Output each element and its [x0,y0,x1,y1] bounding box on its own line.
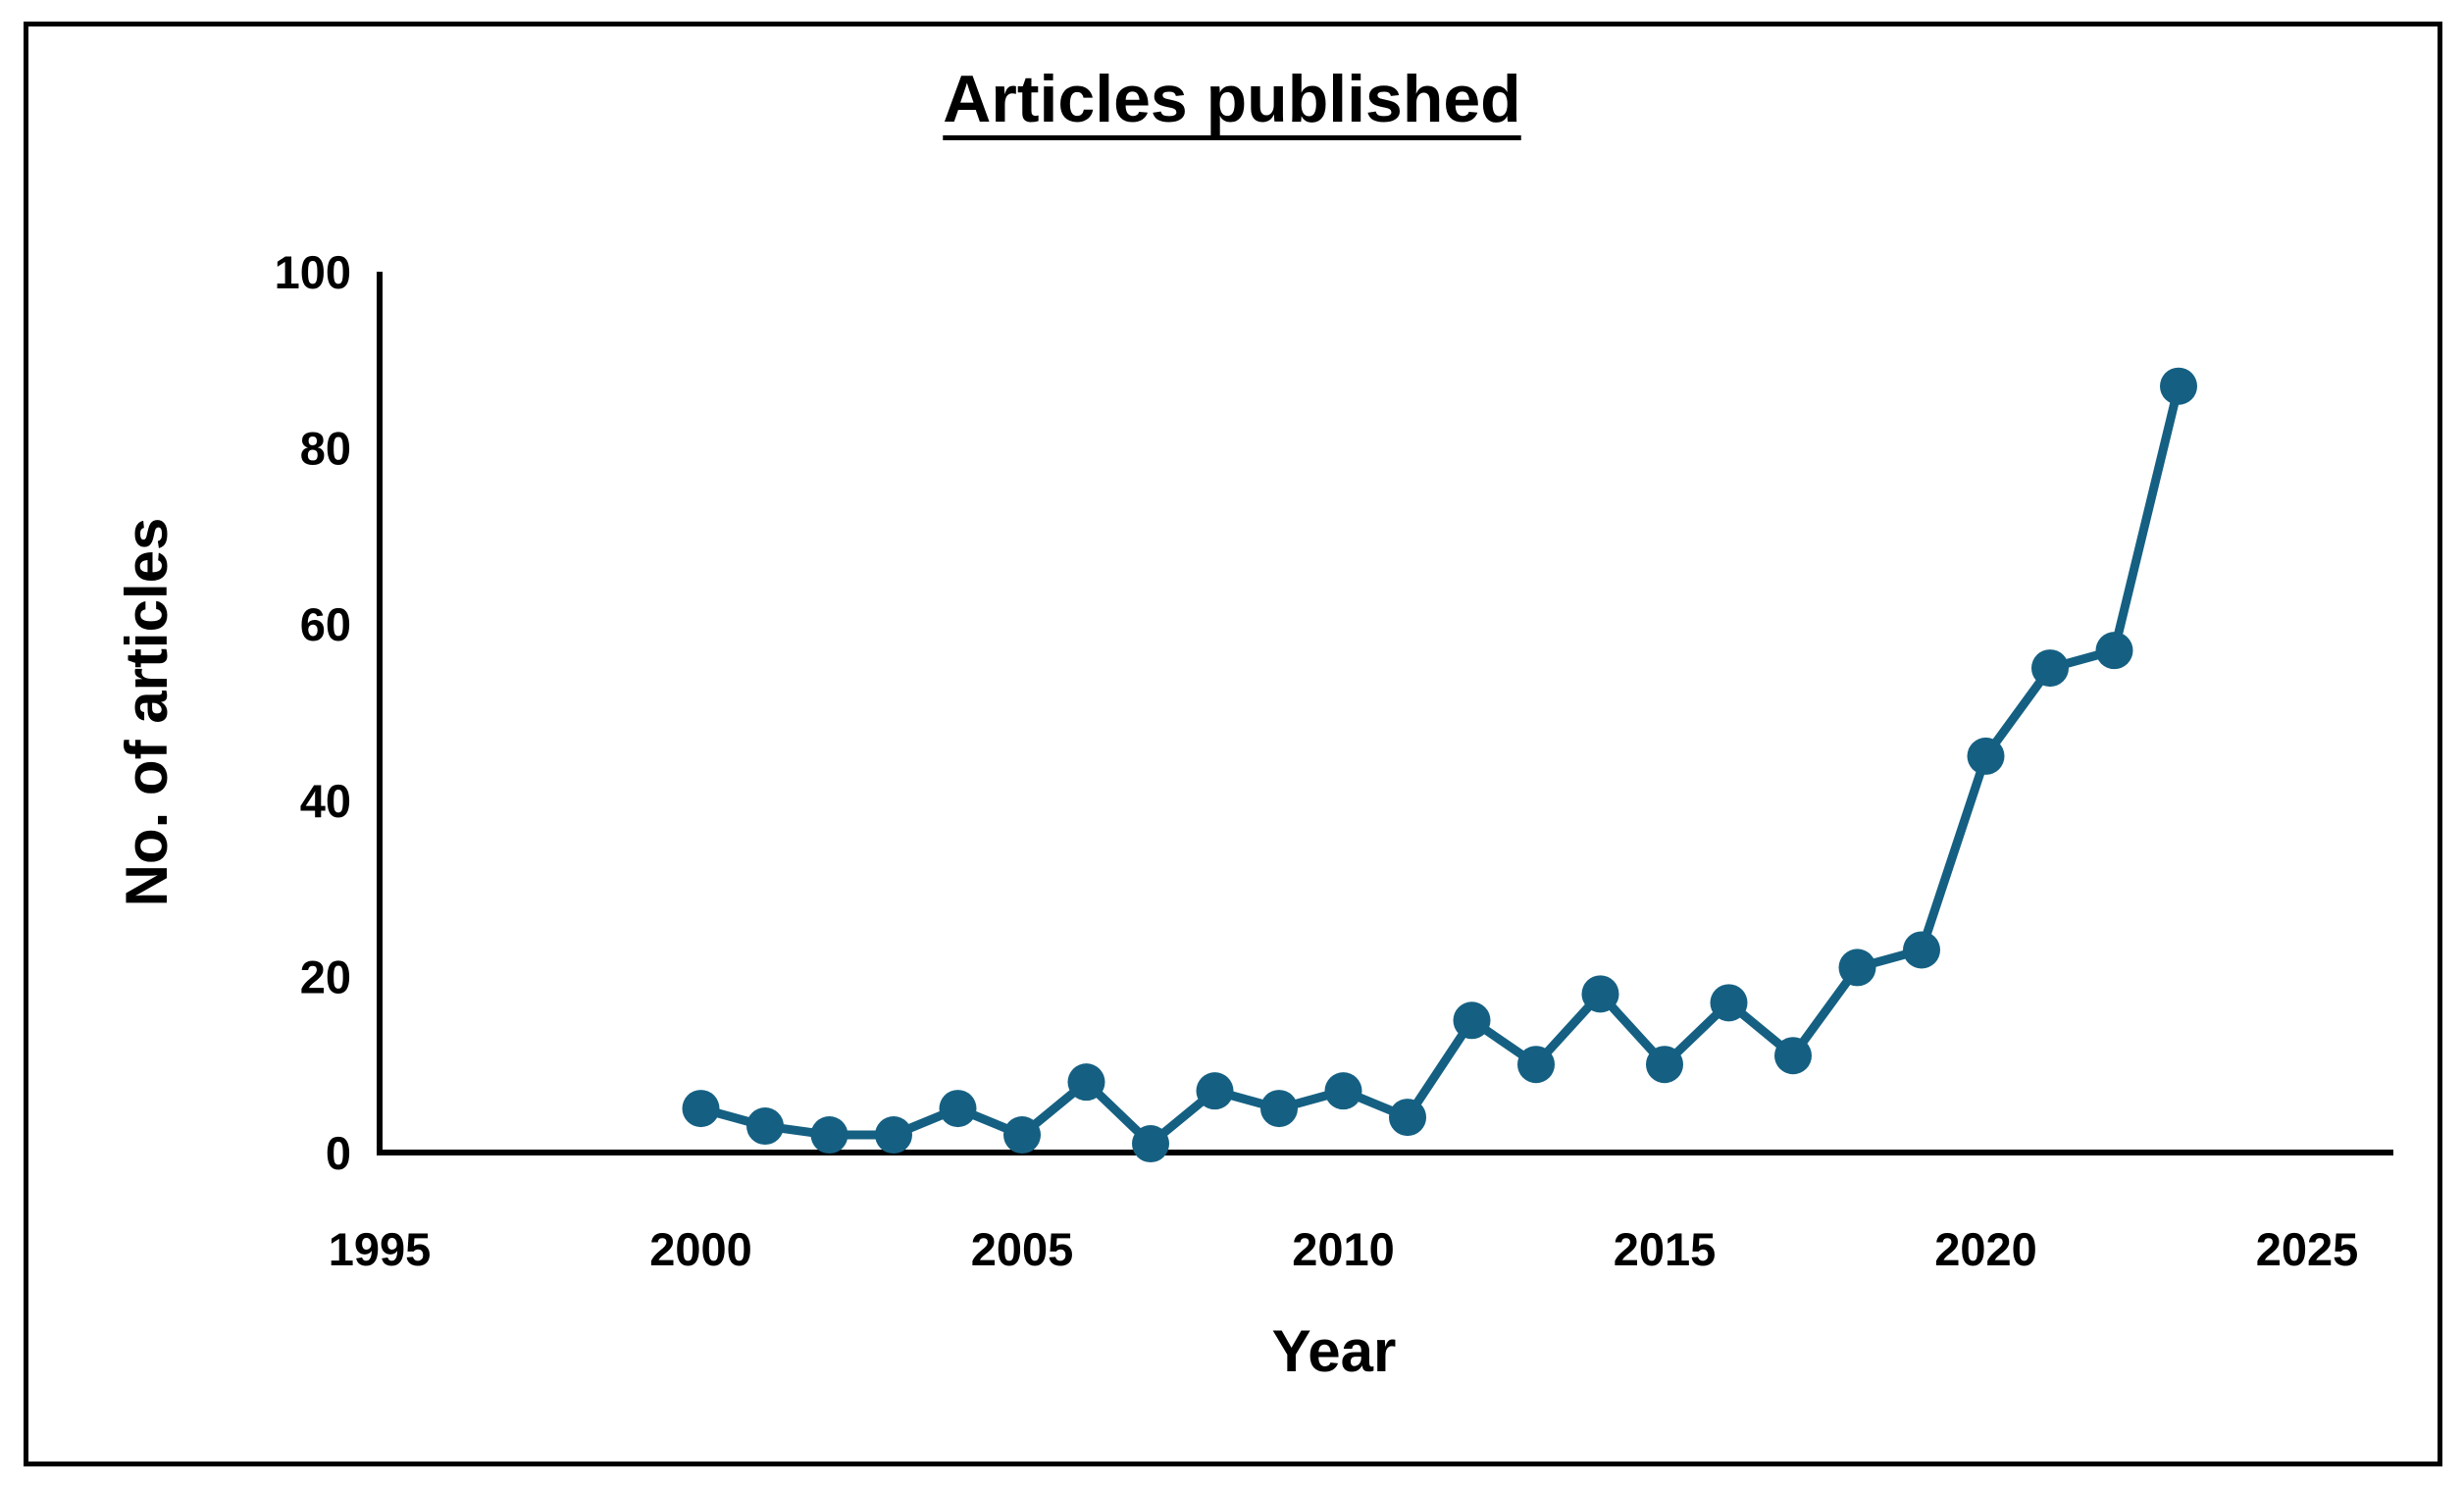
x-tick-label: 1995 [329,1223,432,1275]
data-point-2023 [2160,367,2197,405]
x-tick-label: 2015 [1614,1223,1717,1275]
series-line [696,382,2183,1149]
y-tick-label: 100 [275,246,351,298]
chart-title: Articles published [943,62,1521,136]
outer-border-frame [24,22,2442,1466]
line-series-group [682,367,2197,1163]
data-point-2001 [746,1107,784,1146]
data-point-2012 [1453,1001,1491,1040]
data-point-2005 [1003,1116,1041,1154]
x-tick-label: 2025 [2256,1223,2359,1275]
y-tick-label: 80 [300,423,351,475]
data-point-2018 [1838,949,1876,987]
data-point-2013 [1517,1046,1555,1084]
x-tick-label: 2000 [649,1223,752,1275]
data-point-2015 [1646,1046,1683,1084]
data-point-2002 [810,1116,848,1154]
x-tick-label: 2005 [971,1223,1074,1275]
x-tick-label: 2020 [1934,1223,2037,1275]
data-point-2008 [1196,1072,1234,1110]
y-tick-label: 20 [300,950,351,1002]
axes-group [377,272,2393,1155]
data-point-2011 [1389,1099,1426,1137]
y-tick-label: 60 [300,598,351,650]
data-point-2022 [2095,632,2133,670]
data-point-2003 [875,1116,912,1154]
data-point-2020 [1967,737,2005,775]
y-axis-title: No. of articles [114,518,180,907]
data-point-2017 [1774,1037,1812,1075]
data-point-2004 [939,1090,977,1128]
data-point-2021 [2031,649,2069,688]
data-point-2010 [1324,1072,1362,1110]
data-point-2000 [682,1090,720,1128]
tick-labels-group: 0 20 40 60 80 100 1995 2000 2005 2010 2015 2020 2025 [275,246,2359,1275]
y-tick-label: 0 [326,1127,351,1179]
data-point-2019 [1903,931,1940,969]
data-point-2009 [1260,1090,1298,1128]
data-point-2007 [1132,1125,1169,1163]
x-axis-title: Year [1272,1318,1397,1384]
x-tick-label: 2010 [1292,1223,1395,1275]
data-point-2006 [1067,1063,1105,1102]
y-tick-label: 40 [300,775,351,827]
data-point-2016 [1710,984,1748,1022]
data-point-2014 [1581,975,1619,1013]
